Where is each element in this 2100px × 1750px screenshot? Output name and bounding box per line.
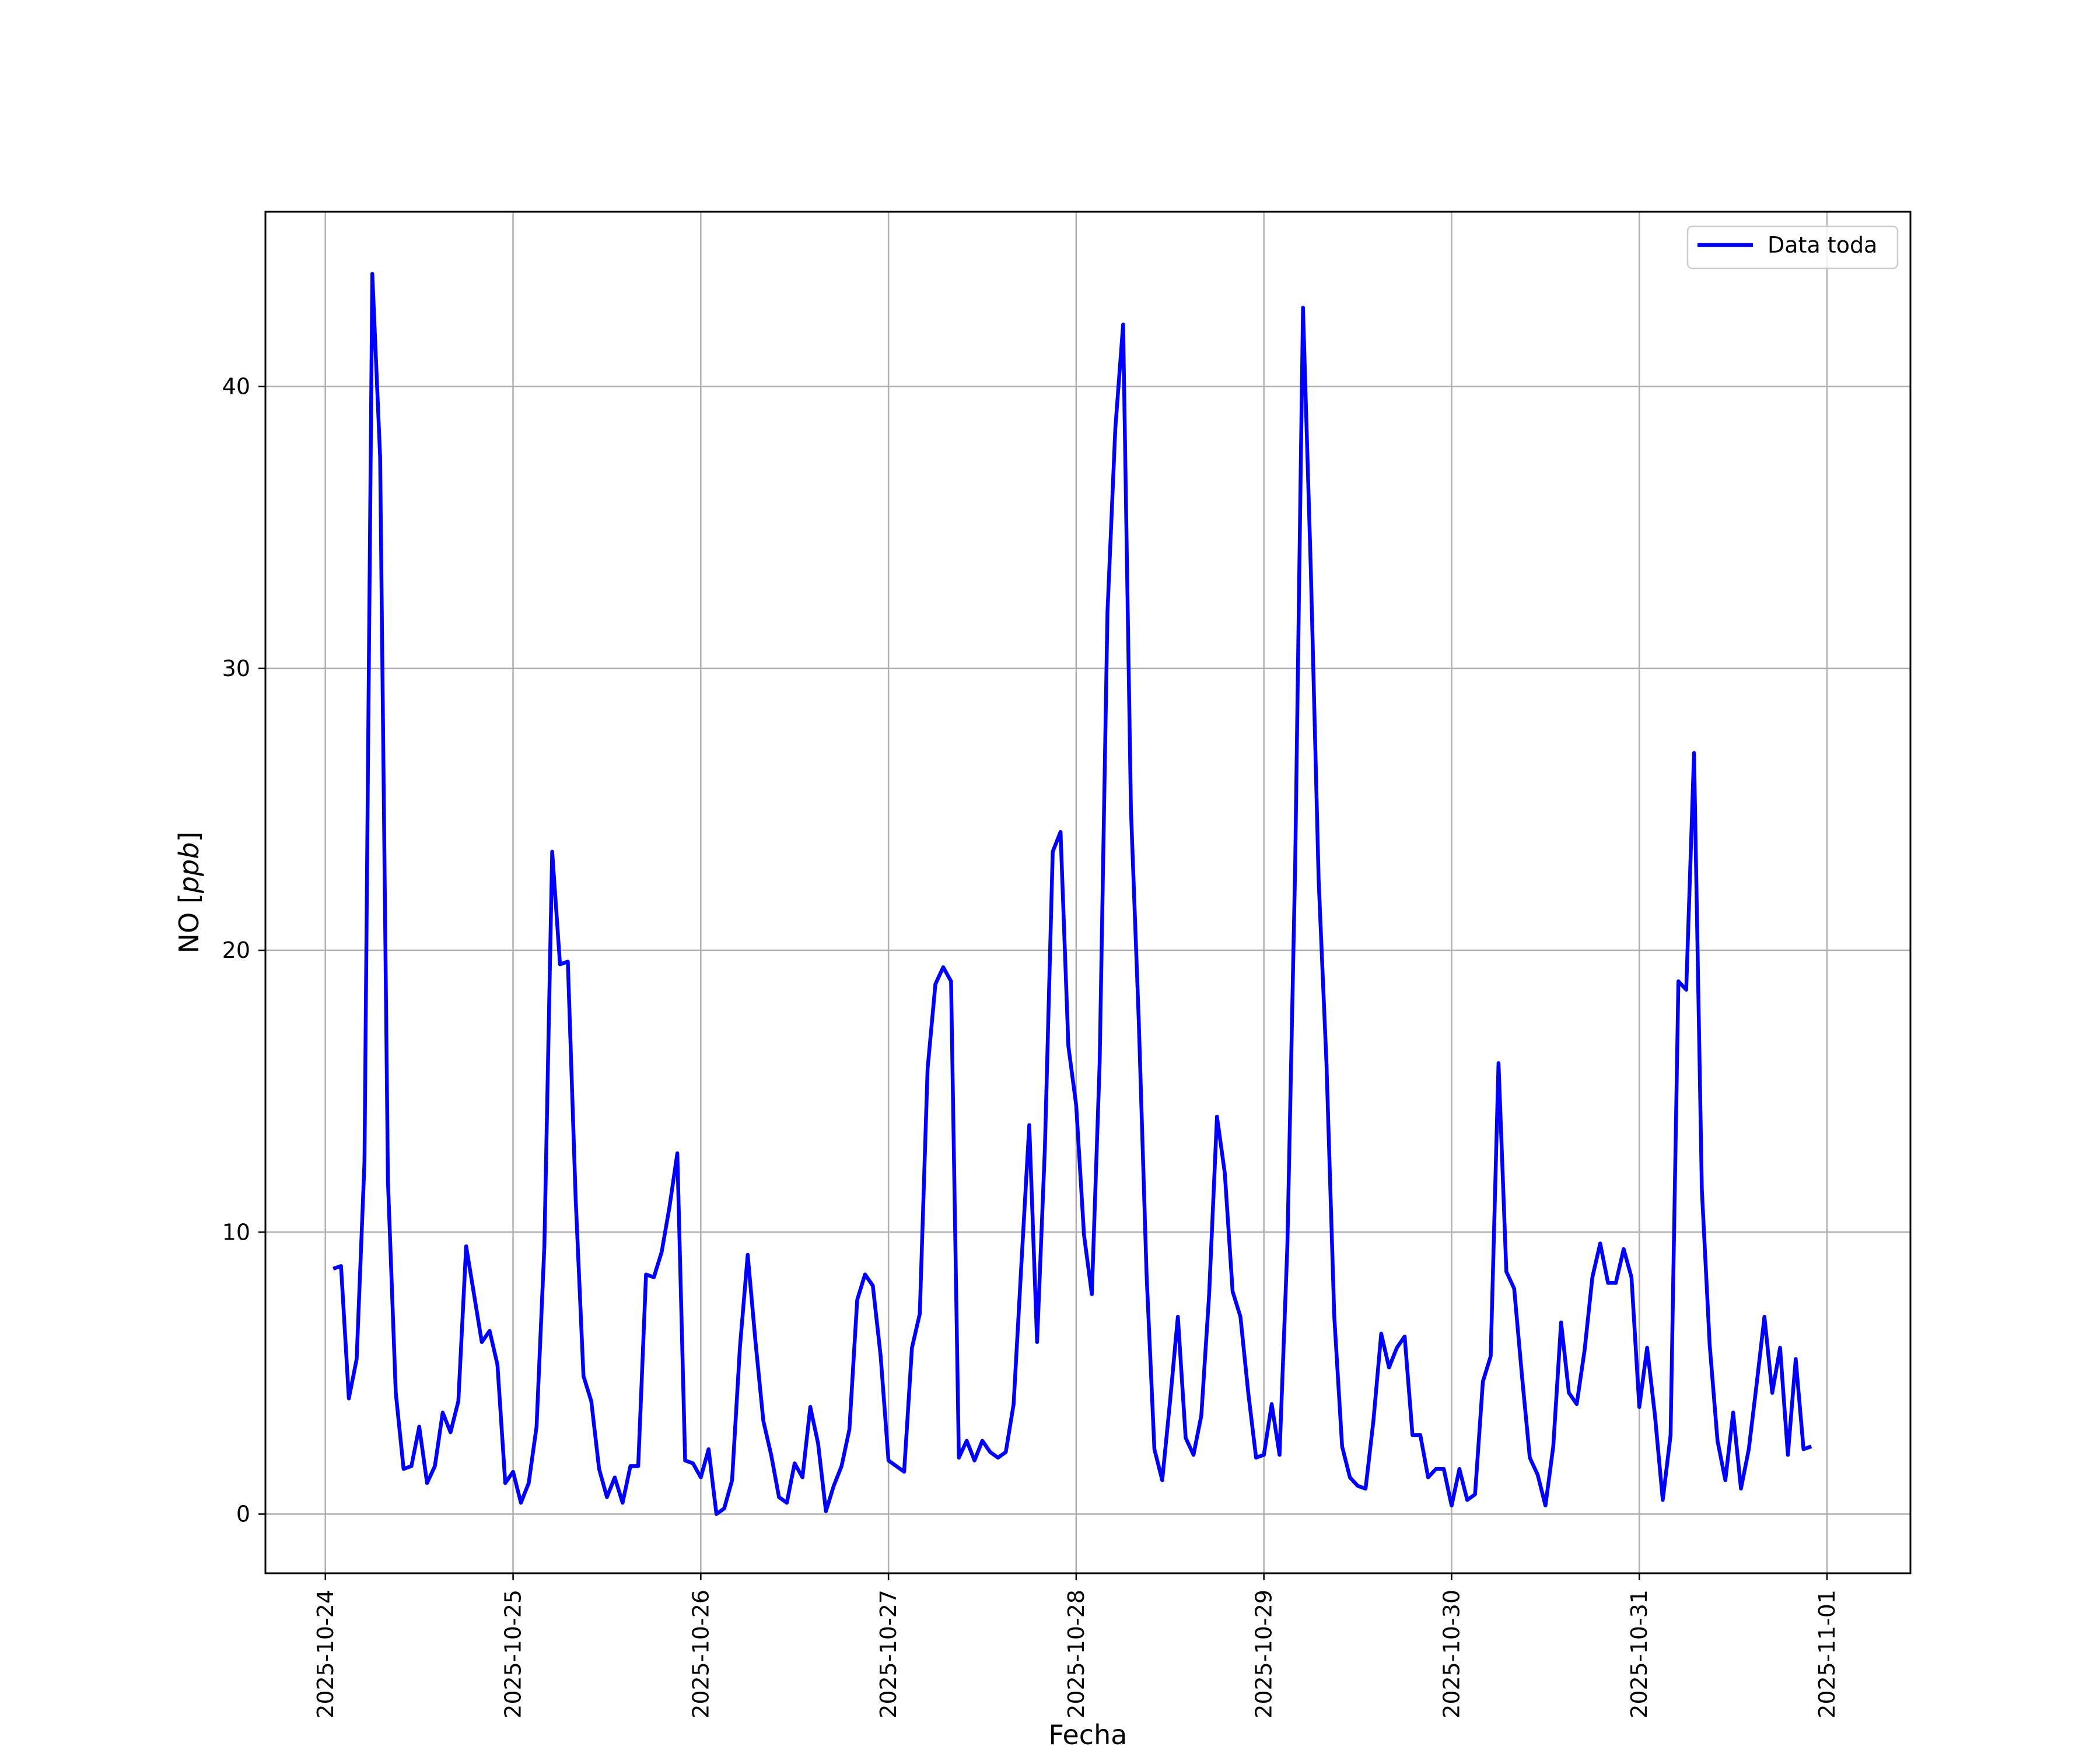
y-axis-label-unit: ppb bbox=[173, 842, 205, 894]
y-tick-label: 30 bbox=[222, 656, 250, 681]
grid-lines bbox=[265, 212, 1910, 1573]
x-tick-label: 2025-10-27 bbox=[876, 1590, 901, 1718]
y-tick-label: 40 bbox=[222, 374, 250, 400]
x-axis-label: Fecha bbox=[1049, 1719, 1128, 1750]
x-tick-label: 2025-10-25 bbox=[501, 1590, 526, 1718]
x-tick-label: 2025-10-24 bbox=[313, 1590, 338, 1718]
x-tick-label: 2025-10-29 bbox=[1251, 1590, 1277, 1718]
x-tick-label: 2025-10-31 bbox=[1626, 1590, 1652, 1718]
legend: Data toda bbox=[1686, 225, 1899, 270]
x-axis: 2025-10-24 2025-10-25 2025-10-26 2025-10-27… bbox=[313, 1573, 1840, 1718]
y-axis-label: NO [ppb] bbox=[173, 832, 205, 954]
legend-box bbox=[1686, 225, 1899, 270]
y-tick-label: 0 bbox=[236, 1502, 250, 1527]
series-line bbox=[332, 272, 1812, 1516]
x-tick-label: 2025-10-30 bbox=[1438, 1590, 1464, 1718]
x-tick-label: 2025-10-26 bbox=[688, 1590, 713, 1718]
y-tick-label: 20 bbox=[222, 937, 250, 963]
x-tick-label: 2025-11-01 bbox=[1814, 1590, 1840, 1718]
y-axis: 0 10 20 30 40 bbox=[222, 374, 265, 1527]
y-tick-label: 10 bbox=[222, 1219, 250, 1245]
y-axis-label-close: ] bbox=[173, 832, 205, 842]
x-tick-label: 2025-10-28 bbox=[1063, 1590, 1089, 1718]
legend-label: Data toda bbox=[1768, 232, 1877, 258]
plot-data bbox=[332, 272, 1812, 1516]
plot-frame bbox=[264, 211, 1912, 1574]
y-axis-label-text: NO [ bbox=[173, 893, 205, 953]
